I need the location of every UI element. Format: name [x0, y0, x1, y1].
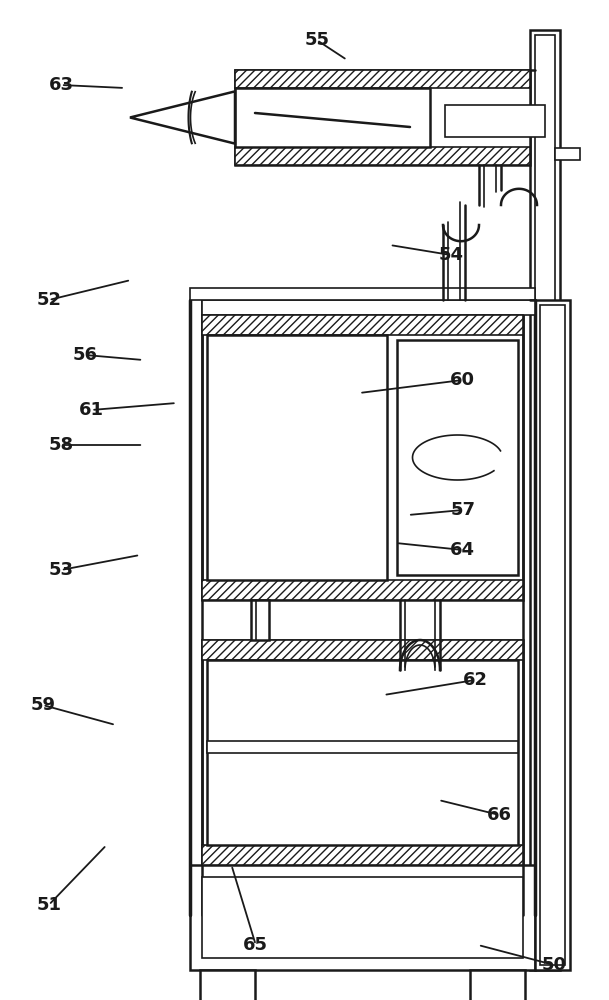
Bar [235, 147, 530, 165]
Bar [207, 741, 518, 753]
Text: 52: 52 [36, 291, 62, 309]
Bar [251, 600, 269, 640]
Bar [202, 640, 523, 865]
Bar [555, 148, 580, 160]
Bar [535, 300, 570, 970]
Text: 64: 64 [450, 541, 476, 559]
Text: 57: 57 [450, 501, 476, 519]
Text: 53: 53 [48, 561, 74, 579]
Bar [190, 288, 535, 300]
Bar [202, 877, 523, 958]
Text: 60: 60 [450, 371, 476, 389]
Bar [202, 580, 523, 600]
Text: 58: 58 [48, 436, 74, 454]
Bar [530, 30, 560, 970]
Bar [202, 640, 523, 660]
Bar [540, 305, 565, 965]
Text: 50: 50 [541, 956, 567, 974]
Bar [202, 315, 523, 600]
Bar [202, 315, 523, 335]
Bar [207, 660, 518, 845]
Bar [202, 845, 523, 865]
Text: 62: 62 [462, 671, 488, 689]
Bar [202, 300, 535, 315]
Text: 51: 51 [36, 896, 62, 914]
Bar [445, 105, 545, 137]
Text: 65: 65 [243, 936, 269, 954]
Bar [397, 340, 518, 575]
Bar [200, 970, 255, 1000]
Text: 61: 61 [79, 401, 104, 419]
Polygon shape [130, 91, 235, 144]
Text: 55: 55 [304, 31, 329, 49]
Bar [235, 88, 430, 147]
Bar [535, 35, 555, 965]
Bar [190, 865, 535, 970]
Bar [235, 70, 530, 88]
Bar [207, 335, 387, 580]
Text: 56: 56 [72, 346, 98, 364]
Text: 54: 54 [438, 246, 463, 264]
Bar [235, 70, 530, 165]
Bar [470, 970, 525, 1000]
Text: 66: 66 [487, 806, 512, 824]
Text: 59: 59 [30, 696, 55, 714]
Text: 63: 63 [48, 76, 74, 94]
